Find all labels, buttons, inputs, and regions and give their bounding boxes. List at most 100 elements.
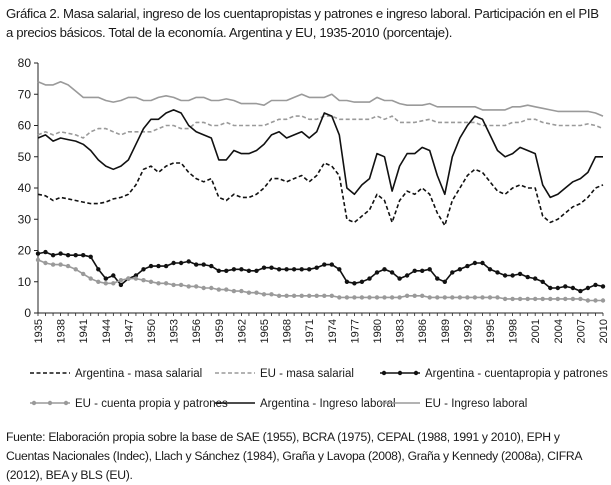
data-point [570,296,576,302]
data-point [269,265,274,270]
y-tick-label: 30 [18,212,32,226]
data-point [344,279,350,284]
data-point [171,282,176,288]
data-point [548,285,553,291]
data-point [201,262,206,267]
data-point [533,296,538,302]
legend-marker [397,370,403,376]
data-point [337,267,342,272]
x-tick-label: 1971 [304,319,316,343]
y-tick-label: 10 [18,275,32,289]
legend-label: EU - Ingreso laboral [425,398,527,410]
data-point [194,262,199,267]
data-point [148,279,154,284]
data-point [299,293,304,298]
data-point [359,279,365,284]
chart-series [35,81,606,303]
data-point [141,267,146,272]
x-tick-label: 1989 [440,319,452,343]
x-tick-label: 1992 [462,319,474,343]
data-point [261,292,267,297]
data-point [194,284,199,289]
data-point [43,260,48,266]
legend-marker [31,400,37,406]
data-point [209,263,214,269]
data-point [156,281,161,286]
data-point [487,267,493,272]
data-point [510,296,515,302]
y-tick-label: 50 [18,150,32,164]
data-point [435,295,440,300]
data-point [585,298,591,303]
chart-axes: 0 10 20 30 40 50 60 70 80 1935 1938 1941 1944 1947 195… [18,56,610,343]
data-point [442,295,447,300]
x-tick-label: 1965 [259,319,271,343]
legend-marker [47,400,53,406]
data-point [404,273,410,278]
x-tick-label: 1995 [485,319,497,343]
source-note: Fuente: Elaboración propia sobre la base… [6,430,582,482]
data-point [412,268,417,273]
data-point [216,268,221,273]
data-point [261,265,267,270]
data-point [465,295,470,300]
x-tick-label: 2004 [553,319,565,343]
y-tick-label: 70 [18,87,32,101]
data-point [96,279,101,284]
data-point [593,282,598,288]
x-tick-label: 1962 [236,319,248,343]
data-point [563,284,568,289]
data-point [420,293,425,298]
chart-title: Gráfica 2. Masa salarial, ingreso de los… [6,6,599,40]
data-point [352,281,357,286]
data-point [65,263,71,269]
data-point [457,267,463,272]
data-point [367,295,372,300]
data-point [148,263,154,269]
data-point [96,267,101,272]
data-point [540,279,545,284]
data-point [314,293,319,298]
data-point [314,265,319,270]
data-point [359,295,365,300]
data-point [487,295,493,300]
data-point [133,276,139,281]
legend-marker [381,370,387,376]
data-point [450,295,455,300]
data-point [510,273,515,278]
series-line-3 [37,251,604,292]
x-tick-label: 1968 [282,319,294,343]
data-point [397,276,402,281]
legend-label: Argentina - cuentapropia y patrones [425,368,608,380]
data-point [540,296,545,302]
data-point [156,263,161,269]
y-tick-label: 0 [24,306,31,320]
data-point [276,267,282,272]
data-point [374,295,380,300]
data-point [126,276,131,281]
series-line-4 [37,259,603,302]
legend-marker [63,400,69,406]
data-point [555,296,560,302]
data-point [457,295,463,300]
data-point [578,288,583,294]
data-point [239,267,244,272]
data-point [472,295,478,300]
data-point [329,293,334,298]
y-tick-label: 40 [18,181,32,195]
x-tick-label: 2007 [575,319,587,343]
data-point [111,281,116,286]
data-point [480,260,485,266]
data-point [291,267,297,272]
y-tick-label: 80 [18,56,32,70]
data-point [412,293,417,298]
data-point [555,285,560,291]
data-point [389,270,395,275]
data-point [81,253,86,258]
data-point [563,296,568,302]
data-point [600,284,606,289]
data-point [578,296,583,302]
data-point [73,253,78,258]
x-tick-label: 1956 [191,319,203,343]
data-point [284,267,289,272]
